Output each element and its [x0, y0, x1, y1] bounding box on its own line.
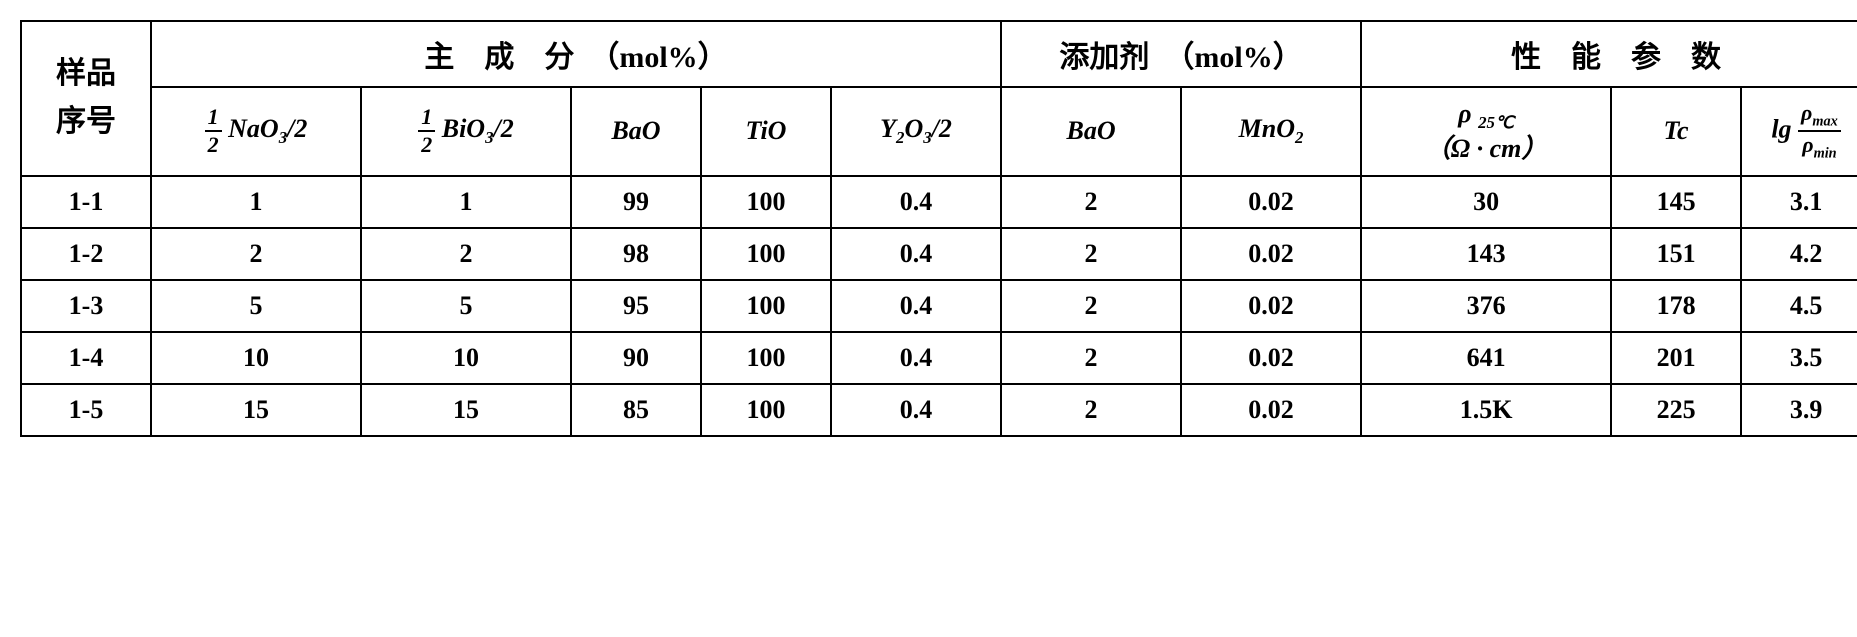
cell: 145 [1611, 176, 1741, 228]
col-bao-add: BaO [1001, 87, 1181, 176]
cell: 0.02 [1181, 384, 1361, 436]
cell: 10 [151, 332, 361, 384]
header-row-2: 12 NaO3/2 12 BiO3/2 BaO TiO Y2O3/2 BaO M… [21, 87, 1857, 176]
cell: 1 [361, 176, 571, 228]
cell: 2 [1001, 176, 1181, 228]
cell: 5 [361, 280, 571, 332]
colgroup-additive: 添加剂 （mol%） [1001, 21, 1361, 87]
fraction-icon: 12 [418, 106, 435, 156]
cell: 1-1 [21, 176, 151, 228]
cell: 201 [1611, 332, 1741, 384]
cell: 151 [1611, 228, 1741, 280]
cell: 85 [571, 384, 701, 436]
cell: 2 [1001, 384, 1181, 436]
cell: 99 [571, 176, 701, 228]
rho-label: ρ 25℃ [1458, 99, 1514, 128]
cell: 0.4 [831, 176, 1001, 228]
cell: 2 [151, 228, 361, 280]
cell: 5 [151, 280, 361, 332]
table-header: 样品序号 主 成 分 （mol%） 添加剂 （mol%） 性 能 参 数 12 … [21, 21, 1857, 176]
table-row: 1-51515851000.420.021.5K2253.9 [21, 384, 1857, 436]
col-lg-ratio: lg ρmax ρmin [1741, 87, 1857, 176]
cell: 100 [701, 384, 831, 436]
rho-unit: （Ω · cm） [1425, 134, 1548, 163]
cell: 3.5 [1741, 332, 1857, 384]
cell: 3.9 [1741, 384, 1857, 436]
cell: 1 [151, 176, 361, 228]
cell: 1-4 [21, 332, 151, 384]
colgroup-performance: 性 能 参 数 [1361, 21, 1857, 87]
table-row: 1-41010901000.420.026412013.5 [21, 332, 1857, 384]
col-bio3-label: BiO3/2 [442, 114, 514, 143]
cell: 4.5 [1741, 280, 1857, 332]
table-body: 1-111991000.420.02301453.11-222981000.42… [21, 176, 1857, 436]
col-tio: TiO [701, 87, 831, 176]
col-bao-main: BaO [571, 87, 701, 176]
cell: 0.02 [1181, 280, 1361, 332]
colgroup-main-composition: 主 成 分 （mol%） [151, 21, 1001, 87]
col-nao3-label: NaO3/2 [228, 114, 307, 143]
cell: 15 [151, 384, 361, 436]
cell: 95 [571, 280, 701, 332]
col-y2o3: Y2O3/2 [831, 87, 1001, 176]
cell: 3.1 [1741, 176, 1857, 228]
cell: 15 [361, 384, 571, 436]
cell: 0.4 [831, 228, 1001, 280]
cell: 90 [571, 332, 701, 384]
col-bio3: 12 BiO3/2 [361, 87, 571, 176]
col-sample-id: 样品序号 [21, 21, 151, 176]
cell: 0.02 [1181, 228, 1361, 280]
col-tc: Tc [1611, 87, 1741, 176]
cell: 4.2 [1741, 228, 1857, 280]
table-row: 1-222981000.420.021431514.2 [21, 228, 1857, 280]
cell: 98 [571, 228, 701, 280]
col-mno2: MnO2 [1181, 87, 1361, 176]
table-row: 1-355951000.420.023761784.5 [21, 280, 1857, 332]
col-nao3: 12 NaO3/2 [151, 87, 361, 176]
cell: 0.02 [1181, 332, 1361, 384]
cell: 1-3 [21, 280, 151, 332]
cell: 641 [1361, 332, 1611, 384]
cell: 100 [701, 280, 831, 332]
cell: 0.02 [1181, 176, 1361, 228]
cell: 100 [701, 228, 831, 280]
cell: 225 [1611, 384, 1741, 436]
table-row: 1-111991000.420.02301453.1 [21, 176, 1857, 228]
cell: 376 [1361, 280, 1611, 332]
cell: 2 [361, 228, 571, 280]
cell: 2 [1001, 228, 1181, 280]
header-row-1: 样品序号 主 成 分 （mol%） 添加剂 （mol%） 性 能 参 数 [21, 21, 1857, 87]
cell: 0.4 [831, 280, 1001, 332]
cell: 1-5 [21, 384, 151, 436]
lg-prefix: lg [1771, 114, 1791, 143]
cell: 143 [1361, 228, 1611, 280]
cell: 100 [701, 176, 831, 228]
cell: 30 [1361, 176, 1611, 228]
cell: 1.5K [1361, 384, 1611, 436]
cell: 2 [1001, 332, 1181, 384]
cell: 0.4 [831, 384, 1001, 436]
col-rho25: ρ 25℃ （Ω · cm） [1361, 87, 1611, 176]
cell: 100 [701, 332, 831, 384]
fraction-icon: ρmax ρmin [1798, 102, 1841, 161]
cell: 10 [361, 332, 571, 384]
cell: 2 [1001, 280, 1181, 332]
data-table: 样品序号 主 成 分 （mol%） 添加剂 （mol%） 性 能 参 数 12 … [20, 20, 1857, 437]
fraction-icon: 12 [205, 106, 222, 156]
cell: 178 [1611, 280, 1741, 332]
cell: 0.4 [831, 332, 1001, 384]
cell: 1-2 [21, 228, 151, 280]
